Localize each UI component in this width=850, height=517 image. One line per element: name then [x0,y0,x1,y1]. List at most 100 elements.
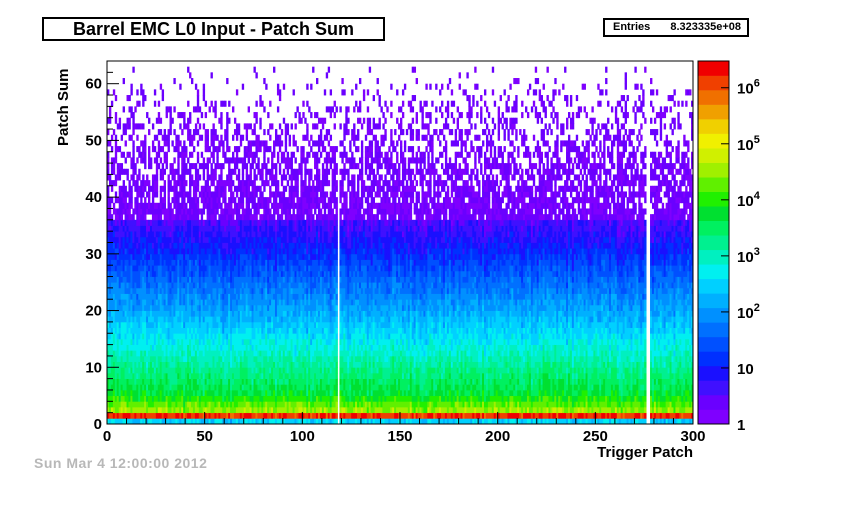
heatmap-cell [222,191,225,198]
heatmap-cell [233,168,237,175]
heatmap-cell [212,350,215,357]
heatmap-cell [161,208,165,215]
heatmap-cell [132,157,135,164]
heatmap-cell [194,395,198,402]
heatmap-cell [108,350,112,357]
heatmap-cell [165,384,168,391]
heatmap-cell [210,287,213,294]
heatmap-cell [146,344,149,351]
heatmap-cell [153,333,157,340]
heatmap-cell [183,372,186,380]
heatmap-cell [208,259,211,266]
heatmap-cell [118,350,122,357]
heatmap-cell [200,265,204,272]
heatmap-cell [189,327,192,334]
heatmap-cell [226,344,229,351]
heatmap-cell [171,389,174,397]
heatmap-cell [169,310,172,317]
heatmap-cell [169,406,172,414]
heatmap-cell [192,321,196,328]
heatmap-cell [220,180,223,187]
heatmap-cell [142,253,145,260]
heatmap-cell [220,304,223,311]
heatmap-cell [140,412,143,419]
heatmap-cell [114,265,118,272]
heatmap-cell [218,316,221,323]
heatmap-cell [138,367,141,374]
heatmap-cell [163,395,166,402]
heatmap-cell [224,304,227,311]
heatmap-cell [124,333,127,340]
heatmap-cell [292,89,295,96]
heatmap-cell [177,253,180,260]
heatmap-cell [165,151,168,158]
heatmap-cell [183,180,186,187]
heatmap-cell [108,293,112,300]
heatmap-cell [216,180,219,187]
heatmap-cell [194,106,198,113]
heatmap-cell [144,151,147,158]
heatmap-cell [282,151,286,158]
heatmap-cell [190,208,194,215]
heatmap-cell [148,338,151,345]
heatmap-cell [144,242,147,249]
heatmap-cell [120,248,124,255]
heatmap-cell [243,248,247,255]
heatmap-cell [120,333,124,340]
heatmap-cell [138,316,141,323]
heatmap-cell [187,299,190,306]
heatmap-cell [126,265,129,272]
heatmap-cell [142,350,145,357]
heatmap-cell [173,185,176,192]
heatmap-cell [196,367,200,374]
heatmap-cell [208,367,211,374]
heatmap-cell [189,225,192,232]
heatmap-cell [132,129,135,136]
heatmap-cell [107,378,110,385]
heatmap-cell [151,180,155,187]
heatmap-cell [212,174,215,181]
heatmap-cell [159,384,163,391]
heatmap-cell [112,412,116,419]
heatmap-cell [185,219,188,226]
heatmap-cell [167,327,170,334]
heatmap-cell [282,168,286,175]
heatmap-cell [198,367,202,374]
heatmap-cell [226,418,229,425]
heatmap-cell [175,146,178,153]
heatmap-cell [278,163,282,170]
heatmap-cell [237,293,241,300]
heatmap-cell [241,321,245,328]
heatmap-cell [169,282,172,289]
heatmap-cell [189,231,192,238]
heatmap-cell [169,378,172,385]
heatmap-cell [169,321,172,328]
heatmap-cell [212,327,215,334]
heatmap-cell [189,412,192,419]
heatmap-cell [206,225,209,232]
heatmap-cell [132,293,135,300]
heatmap-cell [202,389,206,397]
heatmap-cell [230,197,233,204]
heatmap-cell [114,197,118,204]
heatmap-cell [124,338,127,345]
heatmap-cell [200,367,204,374]
heatmap-cell [245,406,249,414]
heatmap-cell [110,293,114,300]
heatmap-cell [183,168,186,175]
heatmap-cell [144,418,147,425]
heatmap-cell [149,208,153,215]
heatmap-cell [245,236,249,243]
heatmap-cell [155,163,159,170]
heatmap-cell [112,389,116,397]
heatmap-cell [146,253,149,260]
heatmap-cell [235,304,239,311]
heatmap-cell [159,327,163,334]
heatmap-cell [159,367,163,374]
heatmap-cell [148,157,151,164]
heatmap-cell [189,367,192,374]
heatmap-cell [183,163,186,170]
heatmap-cell [107,412,110,419]
heatmap-cell [204,259,208,266]
heatmap-cell [116,384,120,391]
